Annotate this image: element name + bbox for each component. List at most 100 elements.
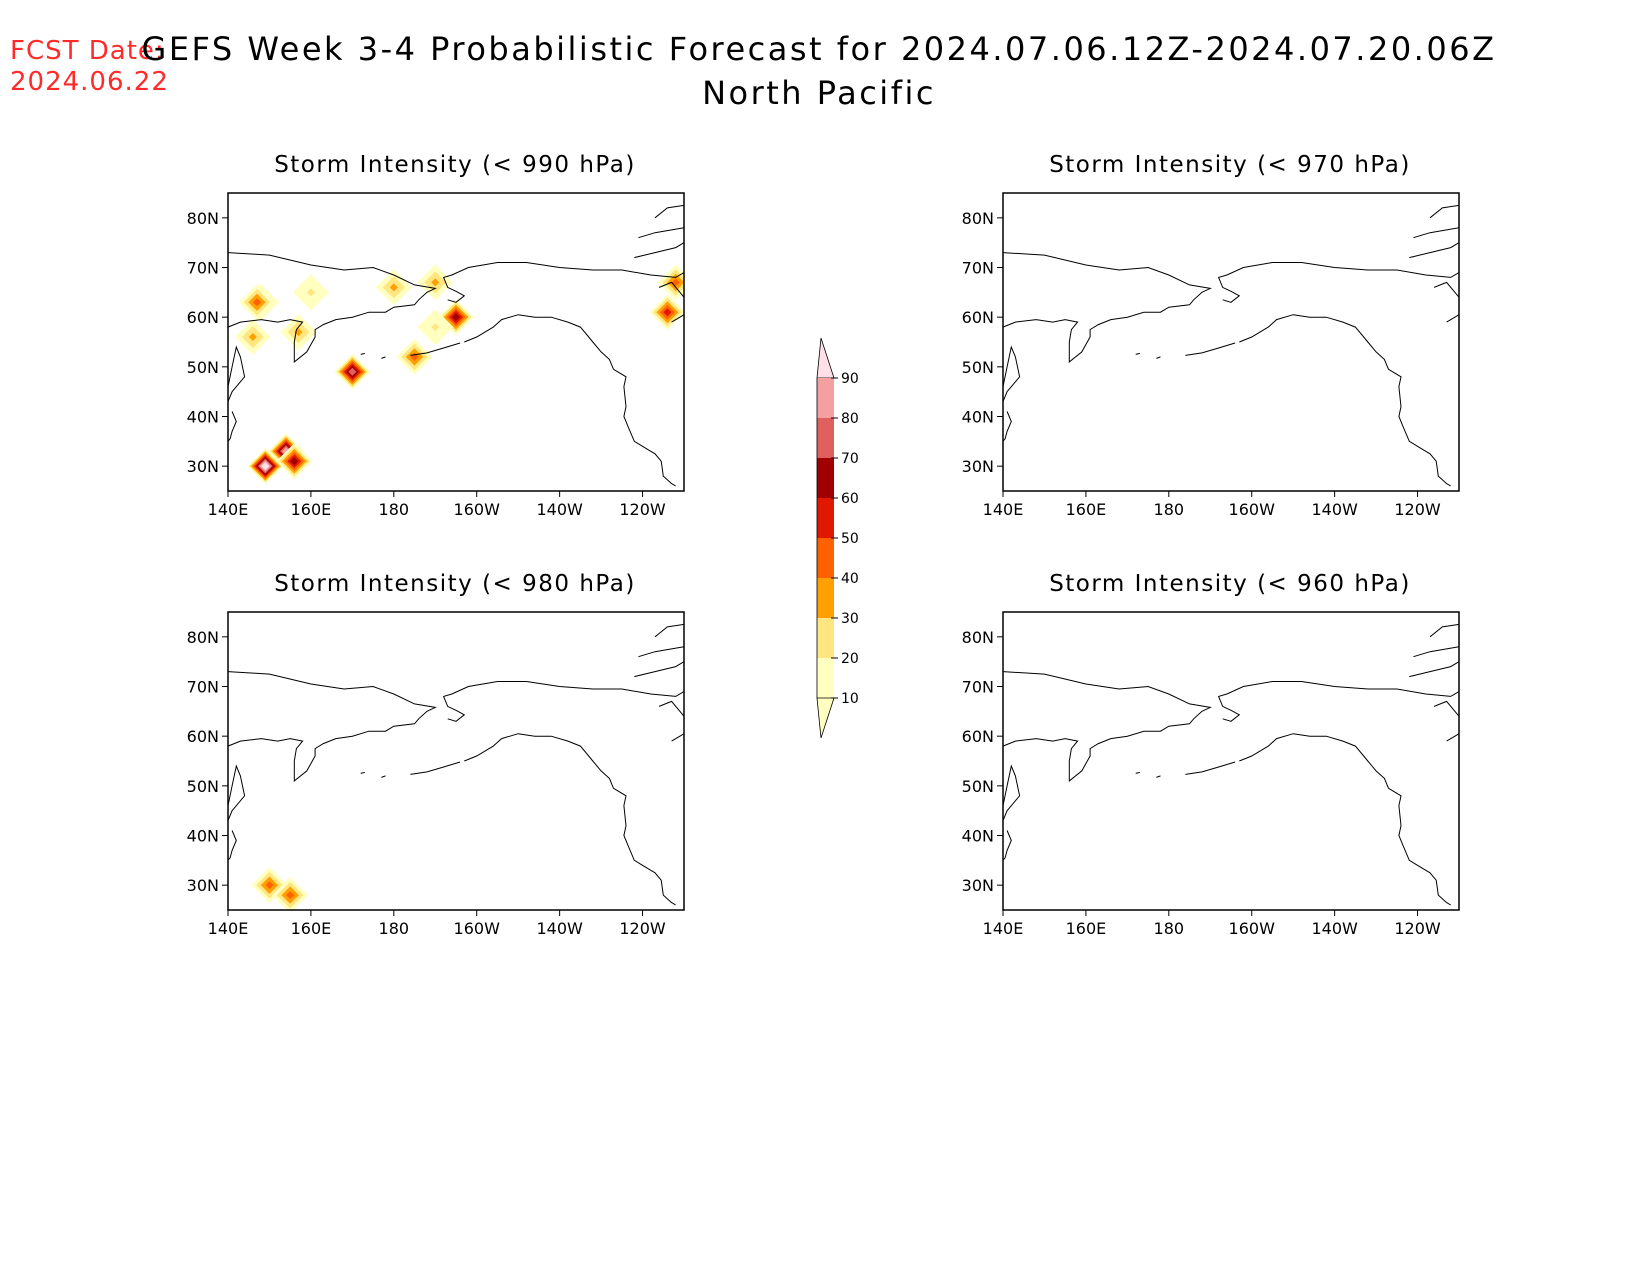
colorbar-top-arrow bbox=[816, 337, 835, 379]
colorbar-swatch bbox=[817, 418, 834, 458]
colorbar-label: 50 bbox=[841, 531, 859, 547]
map-frame bbox=[227, 192, 685, 492]
lon-tick-label: 140E bbox=[983, 919, 1024, 938]
probability-patch bbox=[248, 333, 257, 342]
panel-title-970: Storm Intensity (< 970 hPa) bbox=[1049, 152, 1411, 178]
coastline bbox=[442, 681, 684, 722]
lat-tick-label: 30N bbox=[187, 457, 219, 476]
lat-tick-label: 40N bbox=[962, 827, 994, 846]
lat-tick-label: 70N bbox=[187, 678, 219, 697]
coastline bbox=[228, 411, 237, 442]
lat-tick-label: 80N bbox=[187, 209, 219, 228]
coastline bbox=[1446, 314, 1459, 323]
coastline bbox=[1003, 252, 1212, 363]
coastline bbox=[1003, 411, 1012, 442]
coastline bbox=[228, 345, 246, 402]
colorbar-swatch bbox=[817, 578, 834, 618]
lat-tick-label: 50N bbox=[187, 358, 219, 377]
lon-tick-label: 120W bbox=[619, 919, 666, 938]
colorbar-label: 10 bbox=[841, 691, 859, 707]
coastline bbox=[228, 671, 437, 782]
lon-tick-label: 160W bbox=[1229, 919, 1276, 938]
lon-tick-label: 180 bbox=[379, 919, 410, 938]
probability-patch bbox=[286, 891, 295, 900]
probability-patch bbox=[663, 308, 672, 317]
coastline bbox=[381, 356, 386, 359]
lat-tick-label: 40N bbox=[187, 827, 219, 846]
main-title: GEFS Week 3-4 Probabilistic Forecast for… bbox=[141, 30, 1497, 68]
coastline bbox=[464, 733, 676, 906]
probability-patch bbox=[294, 328, 303, 337]
coastline bbox=[1413, 646, 1459, 658]
coastline bbox=[360, 771, 365, 774]
colorbar-label: 70 bbox=[841, 451, 859, 467]
coastline bbox=[1239, 314, 1451, 487]
lon-tick-label: 140E bbox=[983, 500, 1024, 519]
forecast-date-label: FCST Date: bbox=[10, 36, 165, 66]
lon-tick-label: 160W bbox=[454, 919, 501, 938]
map-content bbox=[228, 623, 684, 910]
panel-title-960: Storm Intensity (< 960 hPa) bbox=[1049, 571, 1411, 597]
probability-patch bbox=[348, 367, 357, 376]
map-content bbox=[1003, 623, 1459, 906]
map-panel-960: 80N 70N 60N 50N 40N 30N 140E 160E 180 160W 140W 120… bbox=[962, 611, 1460, 938]
colorbar-label: 20 bbox=[841, 651, 859, 667]
lon-tick-label: 160E bbox=[1066, 500, 1107, 519]
coastline bbox=[1446, 733, 1459, 742]
lat-tick-label: 70N bbox=[962, 259, 994, 278]
lon-tick-label: 120W bbox=[1394, 500, 1441, 519]
coastline bbox=[1429, 623, 1459, 638]
forecast-date-value: 2024.06.22 bbox=[10, 67, 169, 97]
panel-title-990: Storm Intensity (< 990 hPa) bbox=[274, 152, 636, 178]
lat-tick-label: 60N bbox=[962, 727, 994, 746]
probability-patch bbox=[389, 283, 398, 292]
lon-tick-label: 140W bbox=[1311, 919, 1358, 938]
coastline bbox=[1239, 733, 1451, 906]
colorbar-bottom-arrow bbox=[816, 697, 835, 739]
probability-patch bbox=[253, 298, 262, 307]
map-frame bbox=[1002, 192, 1460, 492]
lat-tick-label: 60N bbox=[187, 727, 219, 746]
lon-tick-label: 160W bbox=[454, 500, 501, 519]
coastline bbox=[1135, 352, 1140, 355]
panel-title-980: Storm Intensity (< 980 hPa) bbox=[274, 571, 636, 597]
coastline bbox=[1429, 204, 1459, 219]
map-frame bbox=[1002, 611, 1460, 911]
lon-tick-label: 120W bbox=[1394, 919, 1441, 938]
lat-tick-label: 50N bbox=[962, 358, 994, 377]
probability-patch bbox=[431, 278, 440, 287]
lat-tick-label: 80N bbox=[962, 209, 994, 228]
coastline bbox=[654, 204, 684, 219]
coastline bbox=[638, 646, 684, 658]
probability-patch bbox=[265, 881, 274, 890]
coastline bbox=[1413, 227, 1459, 239]
lat-tick-label: 40N bbox=[187, 408, 219, 427]
forecast-date: FCST Date: 2024.06.22 bbox=[10, 36, 169, 98]
map-panel-990: 80N 70N 60N 50N 40N 30N 140E 160E 180 160W 140W 120… bbox=[187, 192, 685, 519]
coastline bbox=[634, 661, 684, 678]
coastline bbox=[1003, 671, 1212, 782]
lat-tick-label: 50N bbox=[187, 777, 219, 796]
coastline bbox=[638, 227, 684, 239]
probability-patch bbox=[306, 288, 315, 297]
coastline bbox=[1217, 681, 1459, 722]
coastline bbox=[671, 314, 684, 323]
coastline bbox=[658, 700, 684, 717]
coastline bbox=[1185, 342, 1236, 356]
colorbar-swatch bbox=[817, 498, 834, 538]
colorbar-swatch bbox=[817, 538, 834, 578]
lon-tick-label: 140W bbox=[536, 500, 583, 519]
probability-patch bbox=[452, 313, 460, 322]
coastline bbox=[228, 252, 437, 363]
lon-tick-label: 180 bbox=[379, 500, 410, 519]
lon-tick-label: 160E bbox=[291, 500, 332, 519]
coastline bbox=[654, 623, 684, 638]
lat-tick-label: 50N bbox=[962, 777, 994, 796]
lon-tick-label: 140E bbox=[208, 500, 249, 519]
colorbar-swatch bbox=[817, 458, 834, 498]
coastline bbox=[442, 262, 684, 303]
map-frame bbox=[227, 611, 685, 911]
coastline bbox=[1409, 661, 1459, 678]
colorbar-label: 30 bbox=[841, 611, 859, 627]
map-content bbox=[228, 204, 684, 487]
